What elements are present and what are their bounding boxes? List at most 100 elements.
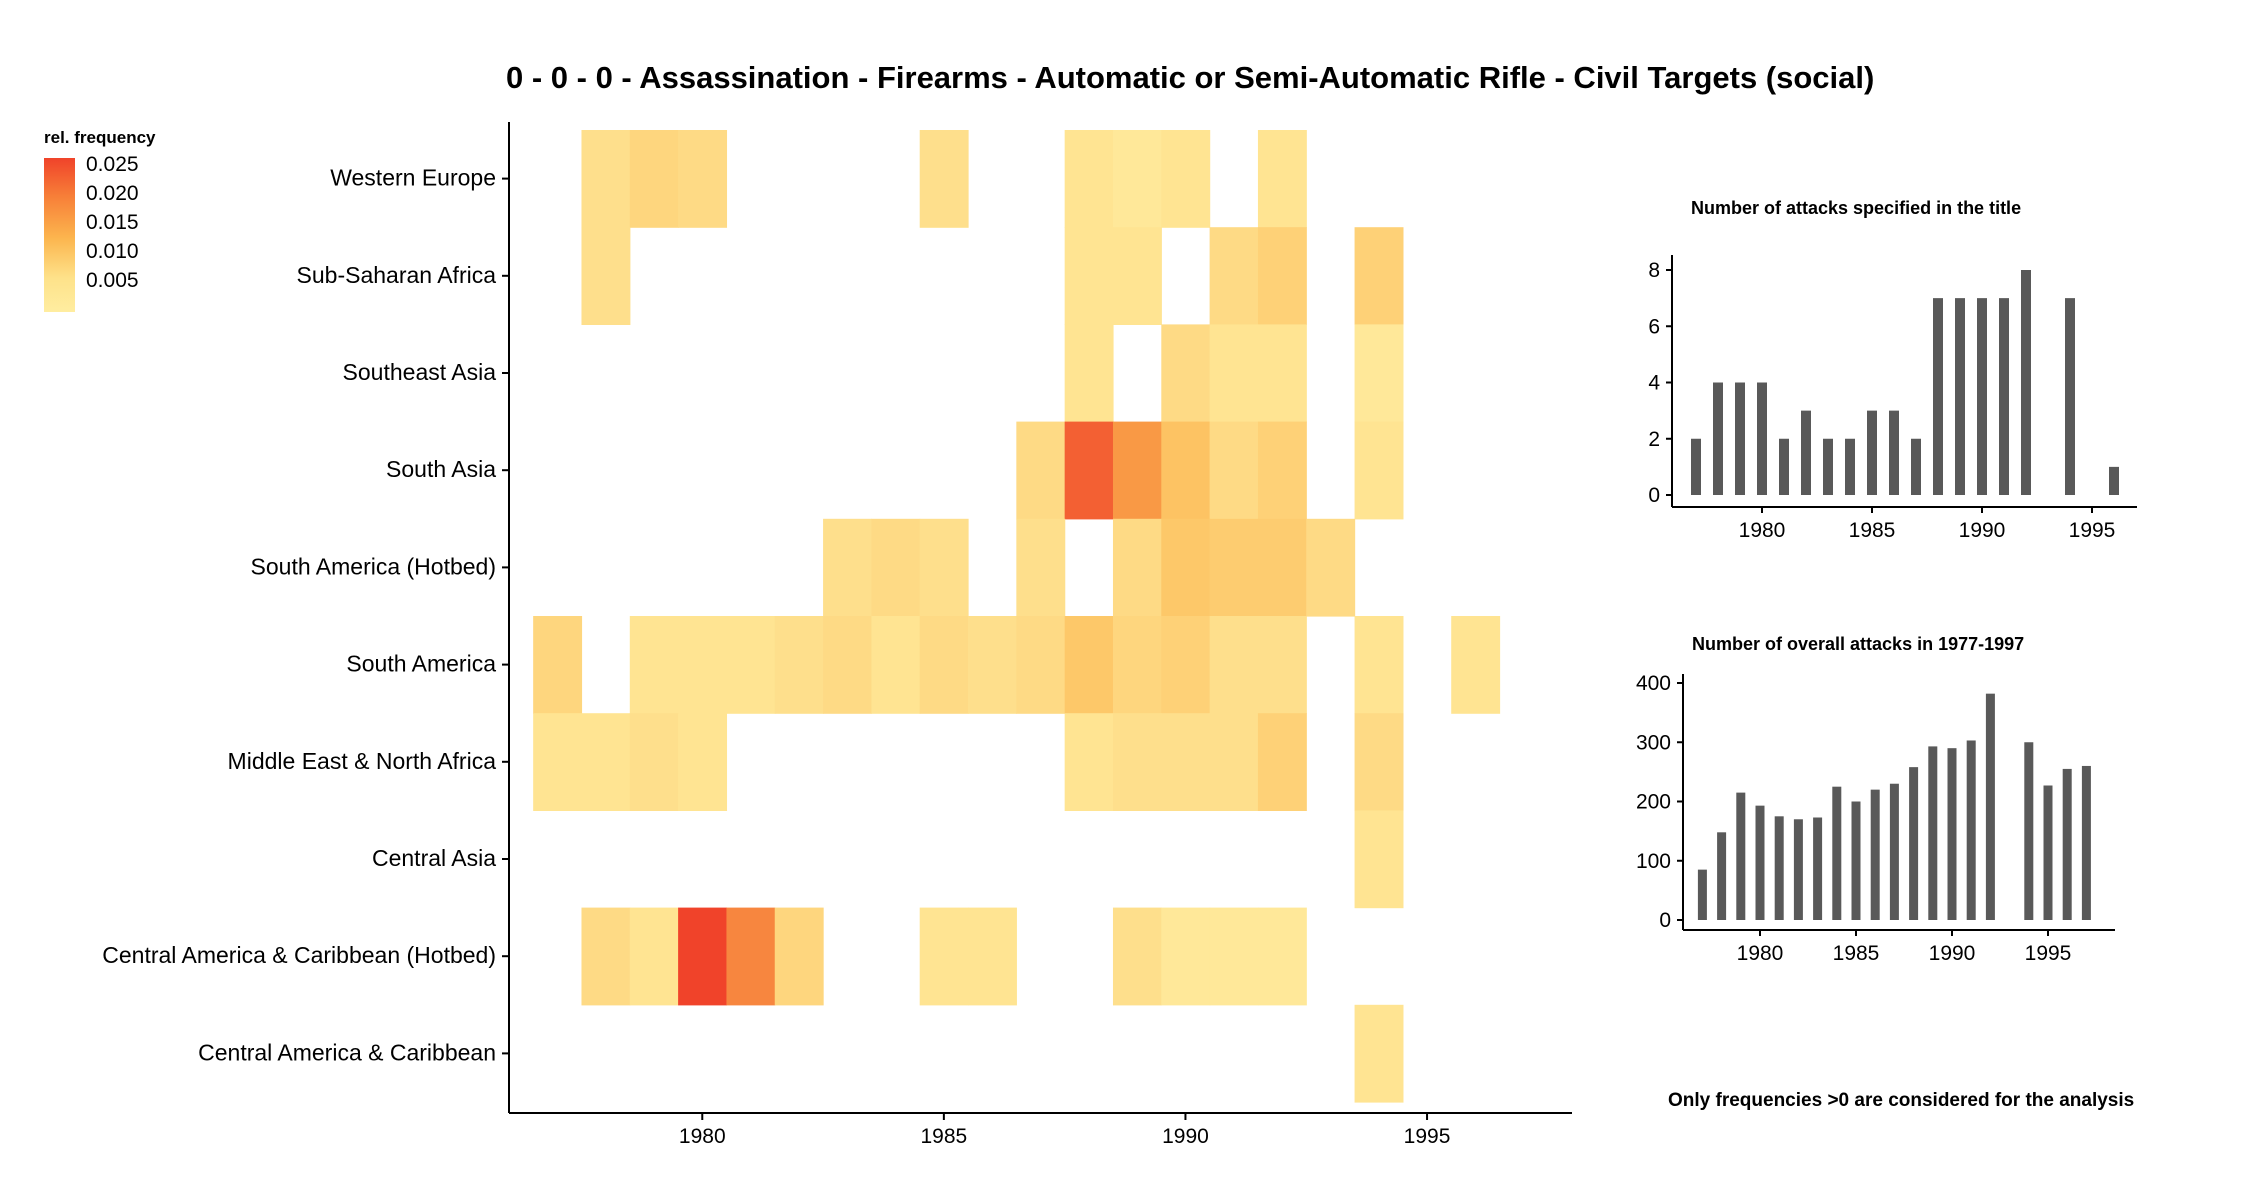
heatmap-cell xyxy=(1112,227,1162,325)
y-tick-label: 4 xyxy=(1648,372,1660,395)
y-tick-label: 2 xyxy=(1648,428,1660,451)
heatmap-cell xyxy=(968,616,1017,714)
heatmap-cell xyxy=(581,130,631,228)
heatmap-cell xyxy=(1306,518,1356,617)
heatmap-cell xyxy=(1064,130,1114,228)
legend-label: 0.010 xyxy=(86,240,139,263)
heatmap-cell xyxy=(1209,907,1259,1006)
y-tick-label: 400 xyxy=(1636,672,1671,695)
heatmap-cell xyxy=(1016,518,1066,617)
heatmap-cell xyxy=(1161,518,1211,617)
heatmap-cell xyxy=(919,907,969,1006)
bar xyxy=(1966,740,1976,920)
heatmap-cell xyxy=(1209,324,1259,423)
bar xyxy=(2024,742,2034,920)
heatmap-cell xyxy=(533,713,583,811)
heatmap-cell xyxy=(1354,227,1404,325)
x-tick-label: 1990 xyxy=(1162,1125,1209,1148)
heatmap-cell xyxy=(1161,130,1211,228)
bar xyxy=(2043,785,2053,920)
heatmap-cell xyxy=(1354,324,1404,423)
heatmap-cell xyxy=(1257,227,1307,325)
heatmap-cell xyxy=(581,227,631,325)
heatmap-cell xyxy=(1257,616,1307,714)
heatmap-cell xyxy=(1064,616,1114,714)
bar xyxy=(1870,789,1880,920)
bar xyxy=(1757,382,1767,495)
bar xyxy=(1889,410,1899,495)
heatmap-cell xyxy=(1354,421,1404,520)
heatmap-cell xyxy=(1257,518,1307,617)
bar xyxy=(1867,410,1877,495)
chart-title: 0 - 0 - 0 - Assassination - Firearms - A… xyxy=(506,60,1875,95)
heatmap-cell xyxy=(871,518,921,617)
heatmap-cell xyxy=(1016,616,1066,714)
heatmap-cell xyxy=(1209,616,1259,714)
x-tick-label: 1995 xyxy=(1404,1125,1451,1148)
bar xyxy=(1933,298,1943,495)
x-tick-label: 1985 xyxy=(1849,519,1896,542)
bar xyxy=(1851,801,1861,920)
heatmap-cell xyxy=(1257,713,1307,811)
bar xyxy=(1713,382,1723,495)
heatmap-cell xyxy=(1161,907,1211,1006)
heatmap-cell xyxy=(1354,616,1404,714)
heatmap-cell xyxy=(1209,421,1259,520)
y-tick-label: Central America & Caribbean (Hotbed) xyxy=(102,942,496,968)
heatmap-cell xyxy=(1257,324,1307,423)
heatmap-cell xyxy=(678,616,728,714)
bar xyxy=(1823,438,1833,495)
heatmap-cell xyxy=(1257,907,1307,1006)
heatmap-cell xyxy=(1112,616,1162,714)
heatmap-cell xyxy=(1209,518,1259,617)
heatmap-cell xyxy=(1064,713,1114,811)
x-tick-label: 1985 xyxy=(1833,942,1880,965)
heatmap-cell xyxy=(1064,324,1114,423)
heatmap-cell xyxy=(1257,421,1307,520)
bar xyxy=(1717,832,1727,920)
y-tick-label: South America xyxy=(346,651,496,677)
legend-color-bar xyxy=(44,158,75,312)
x-tick-label: 1985 xyxy=(921,1125,968,1148)
bar xyxy=(2109,466,2119,495)
legend-label: 0.025 xyxy=(86,153,139,176)
y-tick-label: South America (Hotbed) xyxy=(251,553,496,579)
y-tick-label: 0 xyxy=(1648,484,1660,507)
x-tick-label: 1995 xyxy=(2025,942,2072,965)
heatmap-cell xyxy=(919,616,969,714)
bar-chart-2-title: Number of overall attacks in 1977-1997 xyxy=(1692,634,2025,654)
heatmap-cell xyxy=(1209,227,1259,325)
heatmap-cell xyxy=(774,907,824,1006)
bar xyxy=(1793,819,1803,920)
legend-title: rel. frequency xyxy=(44,128,156,147)
bar xyxy=(1832,786,1842,920)
heatmap-cell xyxy=(1257,130,1307,228)
heatmap-cell xyxy=(1354,713,1404,811)
bar xyxy=(1909,767,1919,920)
y-tick-label: 300 xyxy=(1636,731,1671,754)
bar xyxy=(1801,410,1811,495)
x-tick-label: 1990 xyxy=(1929,942,1976,965)
y-tick-label: Central Asia xyxy=(372,845,496,871)
bar xyxy=(1813,817,1823,920)
bar-chart-1-title: Number of attacks specified in the title xyxy=(1691,198,2022,218)
heatmap-cell xyxy=(1112,130,1162,228)
heatmap-cell xyxy=(919,518,969,617)
heatmap-cell xyxy=(533,616,583,714)
bar xyxy=(1697,869,1707,920)
bar xyxy=(2062,768,2072,920)
heatmap-cell xyxy=(1112,713,1162,811)
heatmap-cell xyxy=(1161,421,1211,520)
y-tick-label: Western Europe xyxy=(330,165,496,191)
bar xyxy=(1955,298,1965,495)
bar xyxy=(1889,783,1899,920)
heatmap-cell xyxy=(1112,518,1162,617)
heatmap-cell xyxy=(968,907,1017,1006)
x-tick-label: 1990 xyxy=(1959,519,2006,542)
heatmap-cell xyxy=(581,713,631,811)
heatmap-cell xyxy=(1112,907,1162,1006)
heatmap-cell xyxy=(1064,421,1114,520)
heatmap-cell xyxy=(1064,227,1114,325)
y-tick-label: 0 xyxy=(1659,909,1671,932)
heatmap-cell xyxy=(581,907,631,1006)
